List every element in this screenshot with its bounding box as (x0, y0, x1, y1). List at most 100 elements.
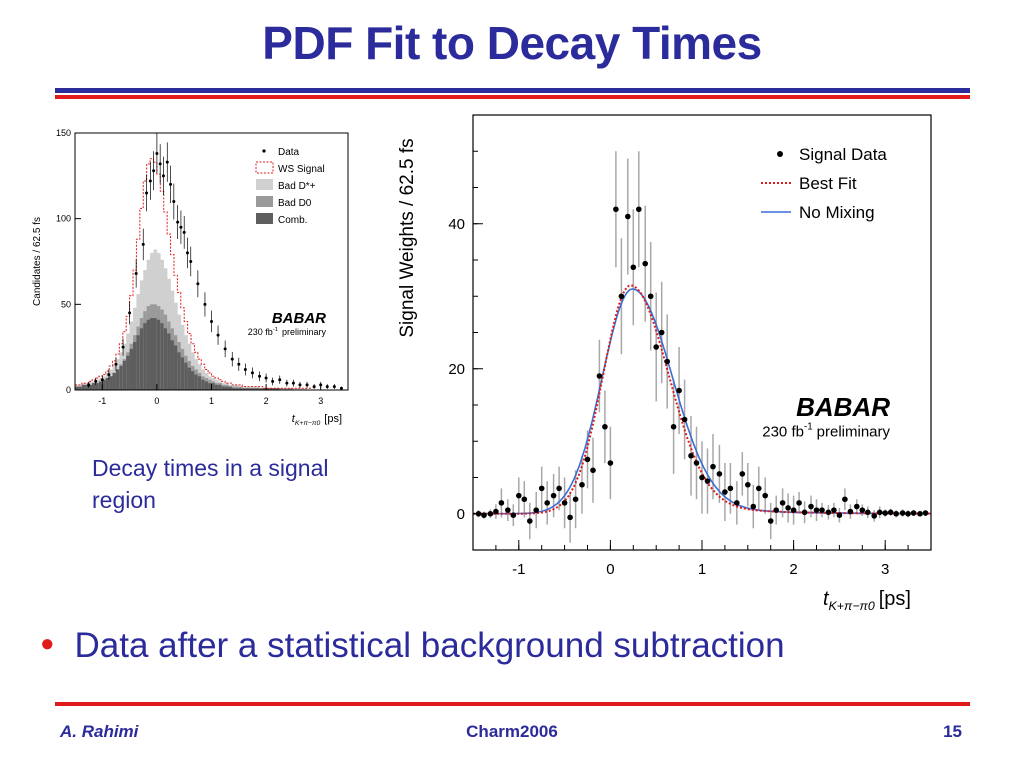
legend-item: Data (262, 147, 300, 158)
signal-data-point (871, 513, 878, 519)
data-point (210, 319, 213, 323)
data-point (107, 373, 111, 377)
left-x-axis-label: tK+π−π0 [ps] (292, 413, 342, 427)
data-point (332, 385, 336, 389)
x-tick-label: 1 (209, 396, 214, 406)
legend-item: Comb. (256, 213, 307, 226)
signal-data-point (498, 500, 505, 506)
comb-bar (95, 383, 100, 390)
comb-bar (235, 388, 240, 390)
comb-bar (98, 381, 103, 390)
signal-data-point (899, 510, 906, 516)
signal-data-point (505, 507, 511, 513)
comb-bar (191, 371, 195, 390)
signal-data-point (842, 496, 848, 503)
comb-bar (92, 383, 96, 390)
right-plot-area: -1 0 1 2 3 0 20 40 Signal Weights / 62.5 fs tK+π−… (397, 114, 932, 613)
legend-label: No Mixing (799, 203, 875, 222)
data-point (169, 182, 173, 186)
signal-data-point (481, 512, 487, 518)
legend-label: Signal Data (799, 145, 887, 164)
signal-data-point (825, 509, 832, 516)
comb-bar (180, 357, 185, 390)
signal-data-point (653, 344, 659, 350)
bullet-dot-icon: ● (40, 630, 55, 657)
data-point (312, 385, 316, 389)
bad-d0-bar (289, 388, 294, 390)
comb-bar (276, 388, 281, 390)
y-tick-label: 0 (457, 506, 465, 523)
signal-data-point (864, 509, 871, 516)
signal-data-point (813, 507, 820, 513)
comb-bar (228, 386, 233, 390)
data-point (148, 179, 152, 183)
comb-bar (153, 318, 158, 390)
signal-data-point (670, 423, 677, 430)
comb-bar (238, 388, 243, 390)
footer-rule-red (55, 702, 970, 706)
signal-data-point (533, 507, 540, 513)
comb-bar (194, 374, 199, 390)
legend-label: Bad D0 (278, 198, 312, 209)
comb-bar (272, 388, 277, 390)
comb-bar (146, 319, 151, 390)
signal-data-point (836, 512, 843, 518)
comb-bar (214, 384, 219, 390)
signal-data-point (544, 500, 550, 506)
signal-data-point (635, 206, 642, 213)
comb-bar (177, 352, 182, 390)
signal-data-point (785, 505, 791, 511)
data-point (165, 160, 169, 164)
signal-data-point (584, 456, 591, 463)
x-tick-label: -1 (98, 396, 106, 406)
signal-data-point (550, 492, 557, 499)
comb-bar (231, 388, 236, 390)
signal-data-point (882, 510, 888, 516)
signal-data-point (859, 507, 866, 513)
comb-bar (129, 348, 134, 390)
data-point (128, 311, 132, 315)
signal-data-point (688, 452, 694, 459)
left-babar-logo: BABAR (272, 310, 326, 327)
right-lumi-label: 230 fb-1 preliminary (762, 422, 890, 441)
signal-data-point (917, 510, 923, 517)
signal-data-point (510, 512, 517, 518)
comb-bar (255, 388, 260, 390)
legend-item: No Mixing (761, 203, 875, 222)
title-rule-red (55, 95, 970, 99)
legend-item: Bad D*+ (256, 179, 316, 192)
data-point (258, 374, 262, 378)
data-point (203, 302, 207, 306)
data-point (100, 378, 104, 382)
signal-data-point (854, 503, 860, 510)
signal-data-point (561, 500, 568, 506)
legend-item: Signal Data (777, 145, 887, 164)
title-rule-blue (55, 88, 970, 93)
comb-bar (109, 376, 113, 390)
legend-dashed-icon (255, 161, 274, 174)
comb-bar (201, 379, 205, 390)
data-point (278, 378, 282, 382)
bad-d0-bar (279, 388, 284, 390)
signal-data-point (630, 264, 637, 271)
signal-data-point (767, 518, 774, 524)
data-point (305, 383, 309, 387)
footer-page-number: 15 (943, 722, 962, 741)
signal-data-point (602, 423, 608, 430)
signal-data-point (847, 508, 854, 515)
signal-data-point (699, 474, 705, 481)
signal-data-point (487, 510, 494, 517)
signal-data-point (710, 463, 716, 470)
comb-bar (266, 388, 270, 390)
data-point (121, 345, 125, 349)
slide-title: PDF Fit to Decay Times (262, 17, 762, 69)
comb-bar (187, 367, 192, 390)
signal-data-point (801, 509, 808, 516)
data-point (87, 383, 91, 387)
comb-bar (208, 383, 212, 390)
data-point (271, 379, 275, 383)
comb-bar (75, 386, 79, 390)
data-point (141, 242, 145, 246)
signal-data-point (664, 358, 670, 365)
signal-data-point (734, 500, 740, 506)
